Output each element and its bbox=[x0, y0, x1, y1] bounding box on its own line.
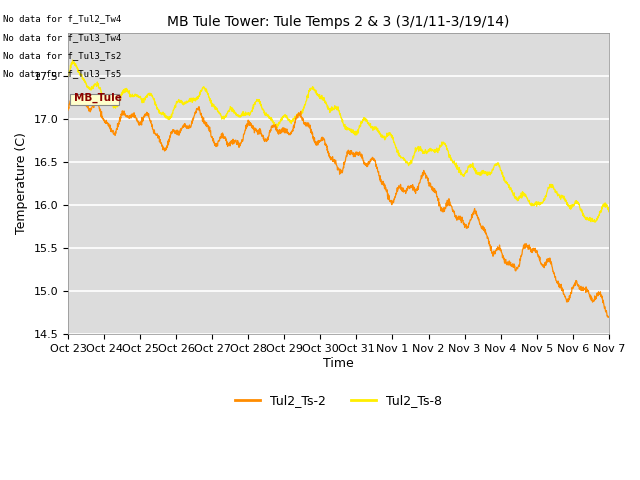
Tul2_Ts-8 bbox=[92, 81, 100, 87]
Text: No data for f_Tul2_Tw4: No data for f_Tul2_Tw4 bbox=[3, 14, 122, 24]
Tul2_Ts-8 bbox=[589, 219, 597, 225]
Tul2_Ts-8 bbox=[313, 91, 321, 96]
Tul2_Ts-8 bbox=[490, 163, 498, 169]
Text: No data for f_Tul3_Ts5: No data for f_Tul3_Ts5 bbox=[3, 69, 122, 78]
Tul2_Ts-8 bbox=[605, 209, 612, 215]
Tul2_Ts-2 bbox=[92, 98, 100, 104]
Tul2_Ts-8 bbox=[68, 57, 76, 63]
Text: No data for f_Tul3_Tw4: No data for f_Tul3_Tw4 bbox=[3, 33, 122, 42]
Tul2_Ts-2 bbox=[313, 141, 321, 146]
Tul2_Ts-8 bbox=[591, 219, 599, 225]
Tul2_Ts-2 bbox=[589, 299, 597, 304]
Line: Tul2_Ts-2: Tul2_Ts-2 bbox=[68, 95, 609, 317]
Y-axis label: Temperature (C): Temperature (C) bbox=[15, 132, 28, 235]
X-axis label: Time: Time bbox=[323, 357, 354, 370]
Tul2_Ts-8 bbox=[328, 108, 335, 114]
Tul2_Ts-8 bbox=[64, 73, 72, 79]
Tul2_Ts-2 bbox=[328, 157, 335, 163]
Tul2_Ts-2 bbox=[490, 251, 498, 256]
Text: MB_Tule: MB_Tule bbox=[74, 93, 122, 103]
Title: MB Tule Tower: Tule Temps 2 & 3 (3/1/11-3/19/14): MB Tule Tower: Tule Temps 2 & 3 (3/1/11-… bbox=[167, 15, 509, 29]
Legend: Tul2_Ts-2, Tul2_Ts-8: Tul2_Ts-2, Tul2_Ts-8 bbox=[230, 389, 447, 412]
Line: Tul2_Ts-8: Tul2_Ts-8 bbox=[68, 60, 609, 222]
Tul2_Ts-8 bbox=[589, 218, 597, 224]
Tul2_Ts-2 bbox=[589, 298, 597, 303]
Tul2_Ts-2 bbox=[70, 92, 78, 97]
Tul2_Ts-2 bbox=[64, 107, 72, 113]
Tul2_Ts-2 bbox=[605, 314, 612, 320]
Text: No data for f_Tul3_Ts2: No data for f_Tul3_Ts2 bbox=[3, 51, 122, 60]
